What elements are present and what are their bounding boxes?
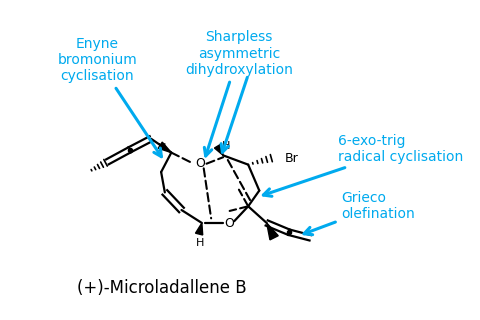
Text: H: H	[158, 143, 166, 153]
Polygon shape	[195, 223, 203, 235]
Text: 6-exo-trig
radical cyclisation: 6-exo-trig radical cyclisation	[264, 134, 463, 196]
Text: Grieco
olefination: Grieco olefination	[304, 191, 415, 235]
Text: Sharpless
asymmetric
dihydroxylation: Sharpless asymmetric dihydroxylation	[185, 30, 293, 156]
Text: O: O	[195, 157, 205, 170]
Polygon shape	[215, 144, 223, 156]
Polygon shape	[267, 223, 278, 240]
Text: H: H	[196, 238, 204, 248]
Polygon shape	[158, 142, 171, 153]
Text: Br: Br	[285, 152, 299, 165]
Text: O: O	[225, 217, 235, 230]
Text: Enyne
bromonium
cyclisation: Enyne bromonium cyclisation	[57, 37, 161, 157]
Text: H: H	[222, 141, 230, 151]
Text: (+)-Microladallene B: (+)-Microladallene B	[77, 279, 247, 297]
